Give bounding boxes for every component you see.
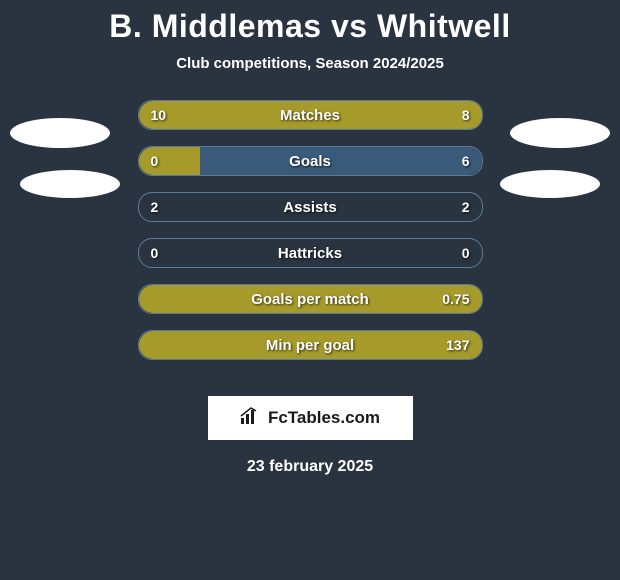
bar-row: Min per goal137 [138, 330, 483, 360]
player-left-ellipse-2 [20, 170, 120, 198]
chart-icon [240, 407, 262, 430]
bar-fill-left [139, 101, 482, 129]
bar-value-left: 0 [151, 147, 159, 175]
player-left-ellipse-1 [10, 118, 110, 148]
bar-row: Hattricks0 0 [138, 238, 483, 268]
bar-fill-right [200, 147, 481, 175]
bars-container: Matches108Goals06Assists22Hattricks00Goa… [138, 100, 483, 360]
page-title: B. Middlemas vs Whitwell [0, 0, 620, 45]
bar-value-right: 6 [462, 147, 470, 175]
source-badge: FcTables.com [208, 396, 413, 440]
bar-row: Matches108 [138, 100, 483, 130]
bar-value-right: 2 [462, 193, 470, 221]
bar-row: Assists2 2 [138, 192, 483, 222]
bar-value-left: 10 [151, 101, 167, 129]
comparison-chart: Matches108Goals06Assists22Hattricks00Goa… [0, 100, 620, 390]
bar-row: Goals per match0.75 [138, 284, 483, 314]
bar-value-right: 0 [462, 239, 470, 267]
bar-value-left: 2 [151, 193, 159, 221]
subtitle: Club competitions, Season 2024/2025 [0, 55, 620, 72]
bar-value-right: 8 [462, 101, 470, 129]
bar-fill-left [139, 285, 482, 313]
bar-fill-left [139, 331, 482, 359]
badge-text: FcTables.com [268, 408, 380, 428]
bar-label: Hattricks [139, 239, 482, 267]
player-right-ellipse-1 [510, 118, 610, 148]
bar-row: Goals06 [138, 146, 483, 176]
date-label: 23 february 2025 [0, 458, 620, 476]
bar-fill-left [139, 147, 201, 175]
bar-value-left: 0 [151, 239, 159, 267]
bar-value-right: 0.75 [442, 285, 469, 313]
bar-value-right: 137 [446, 331, 469, 359]
bar-label: Assists [139, 193, 482, 221]
player-right-ellipse-2 [500, 170, 600, 198]
